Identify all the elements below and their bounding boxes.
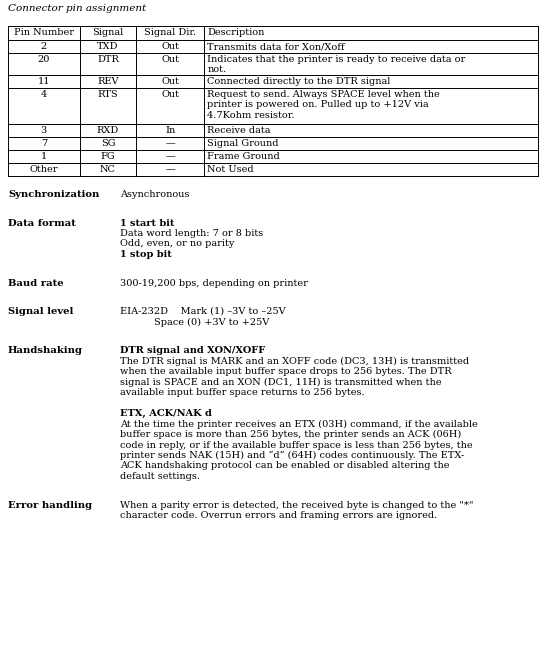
Text: Connector pin assignment: Connector pin assignment: [8, 4, 146, 13]
Text: Data word length: 7 or 8 bits: Data word length: 7 or 8 bits: [120, 229, 263, 238]
Text: FG: FG: [100, 152, 115, 161]
Text: 1 stop bit: 1 stop bit: [120, 250, 172, 259]
Text: Not Used: Not Used: [207, 165, 254, 174]
Text: Handshaking: Handshaking: [8, 346, 83, 355]
Text: RXD: RXD: [97, 126, 119, 135]
Text: Signal Dir.: Signal Dir.: [144, 28, 196, 37]
Text: character code. Overrun errors and framing errors are ignored.: character code. Overrun errors and frami…: [120, 511, 437, 520]
Text: In: In: [165, 126, 175, 135]
Text: EIA-232D    Mark (1) –3V to –25V: EIA-232D Mark (1) –3V to –25V: [120, 307, 286, 316]
Text: Pin Number: Pin Number: [14, 28, 74, 37]
Text: code in reply, or if the available buffer space is less than 256 bytes, the: code in reply, or if the available buffe…: [120, 441, 473, 449]
Text: printer sends NAK (15H) and “d” (64H) codes continuously. The ETX-: printer sends NAK (15H) and “d” (64H) co…: [120, 451, 464, 460]
Text: Error handling: Error handling: [8, 500, 92, 509]
Text: TXD: TXD: [97, 42, 118, 51]
Text: NC: NC: [100, 165, 116, 174]
Text: Frame Ground: Frame Ground: [207, 152, 280, 161]
Text: RTS: RTS: [98, 90, 118, 99]
Text: Description: Description: [207, 28, 264, 37]
Text: 3: 3: [40, 126, 47, 135]
Text: signal is SPACE and an XON (DC1, 11H) is transmitted when the: signal is SPACE and an XON (DC1, 11H) is…: [120, 377, 442, 387]
Text: ETX, ACK/NAK d: ETX, ACK/NAK d: [120, 409, 212, 418]
Text: Out: Out: [161, 77, 179, 86]
Text: The DTR signal is MARK and an XOFF code (DC3, 13H) is transmitted: The DTR signal is MARK and an XOFF code …: [120, 357, 469, 366]
Text: Signal: Signal: [92, 28, 123, 37]
Text: 20: 20: [38, 55, 50, 64]
Text: 2: 2: [40, 42, 47, 51]
Text: when the available input buffer space drops to 256 bytes. The DTR: when the available input buffer space dr…: [120, 367, 452, 376]
Text: DTR signal and XON/XOFF: DTR signal and XON/XOFF: [120, 346, 265, 355]
Text: 7: 7: [40, 139, 47, 148]
Text: default settings.: default settings.: [120, 472, 200, 481]
Text: —: —: [165, 165, 175, 174]
Text: 11: 11: [38, 77, 50, 86]
Text: Out: Out: [161, 42, 179, 51]
Text: Request to send. Always SPACE level when the
printer is powered on. Pulled up to: Request to send. Always SPACE level when…: [207, 90, 440, 119]
Text: 1: 1: [40, 152, 47, 161]
Text: 4: 4: [40, 90, 47, 99]
Text: Out: Out: [161, 55, 179, 64]
Text: Other: Other: [29, 165, 58, 174]
Text: Signal level: Signal level: [8, 307, 73, 316]
Text: Space (0) +3V to +25V: Space (0) +3V to +25V: [154, 317, 269, 326]
Text: buffer space is more than 256 bytes, the printer sends an ACK (06H): buffer space is more than 256 bytes, the…: [120, 430, 461, 439]
Text: —: —: [165, 139, 175, 148]
Text: Connected directly to the DTR signal: Connected directly to the DTR signal: [207, 77, 390, 86]
Text: 300-19,200 bps, depending on printer: 300-19,200 bps, depending on printer: [120, 278, 308, 287]
Text: DTR: DTR: [97, 55, 119, 64]
Text: Baud rate: Baud rate: [8, 278, 64, 287]
Text: 1 start bit: 1 start bit: [120, 219, 174, 227]
Text: Receive data: Receive data: [207, 126, 271, 135]
Text: —: —: [165, 152, 175, 161]
Text: Out: Out: [161, 90, 179, 99]
Text: Indicates that the printer is ready to receive data or
not.: Indicates that the printer is ready to r…: [207, 55, 465, 74]
Text: ACK handshaking protocol can be enabled or disabled altering the: ACK handshaking protocol can be enabled …: [120, 462, 449, 471]
Text: Asynchronous: Asynchronous: [120, 190, 189, 199]
Text: Synchronization: Synchronization: [8, 190, 99, 199]
Text: At the time the printer receives an ETX (03H) command, if the available: At the time the printer receives an ETX …: [120, 419, 478, 428]
Text: SG: SG: [100, 139, 115, 148]
Text: When a parity error is detected, the received byte is changed to the "*": When a parity error is detected, the rec…: [120, 500, 473, 509]
Text: Signal Ground: Signal Ground: [207, 139, 278, 148]
Text: Data format: Data format: [8, 219, 76, 227]
Text: Transmits data for Xon/Xoff: Transmits data for Xon/Xoff: [207, 42, 345, 51]
Text: Odd, even, or no parity: Odd, even, or no parity: [120, 240, 234, 249]
Text: REV: REV: [97, 77, 118, 86]
Text: available input buffer space returns to 256 bytes.: available input buffer space returns to …: [120, 388, 365, 397]
